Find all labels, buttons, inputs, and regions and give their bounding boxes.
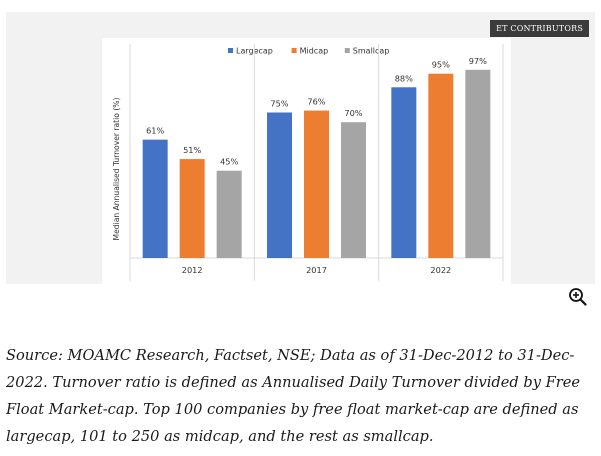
data-label-largecap-2017: 75% [270, 99, 288, 109]
data-label-largecap-2012: 61% [146, 126, 164, 136]
legend-swatch-smallcap [344, 48, 350, 53]
bar-smallcap-2017 [341, 122, 366, 258]
data-label-largecap-2022: 88% [395, 73, 413, 83]
legend-label-smallcap: Smallcap [353, 47, 390, 56]
x-tick-label-2017: 2017 [306, 265, 327, 275]
zoom-button[interactable] [568, 287, 588, 307]
chart-caption: Source: MOAMC Research, Factset, NSE; Da… [6, 347, 580, 445]
data-label-midcap-2017: 76% [307, 97, 325, 107]
et-contributors-badge: ET CONTRIBUTORS [490, 20, 589, 37]
bar-largecap-2017 [267, 112, 292, 258]
x-tick-label-2022: 2022 [430, 265, 451, 275]
legend-swatch-largecap [228, 48, 233, 53]
bar-largecap-2012 [142, 139, 168, 258]
x-tick-label-2012: 2012 [182, 265, 203, 275]
bar-midcap-2012 [179, 159, 205, 258]
data-label-midcap-2012: 51% [183, 145, 201, 155]
bar-largecap-2022 [391, 87, 417, 258]
bar-midcap-2017 [304, 110, 329, 258]
data-label-midcap-2022: 95% [432, 60, 450, 70]
bar-midcap-2022 [428, 73, 454, 258]
y-axis-label: Median Annualised Turnover ratio (%) [112, 98, 121, 241]
bar-smallcap-2012 [216, 170, 242, 258]
data-label-smallcap-2012: 45% [220, 157, 238, 167]
turnover-bar-chart: LargecapMidcapSmallcapMedian Annualised … [112, 44, 504, 281]
chart-card: LargecapMidcapSmallcapMedian Annualised … [102, 38, 511, 284]
zoom-in-icon [569, 288, 587, 306]
data-label-smallcap-2022: 97% [469, 56, 487, 66]
legend-swatch-midcap [291, 48, 297, 53]
figure-panel: LargecapMidcapSmallcapMedian Annualised … [6, 12, 595, 284]
data-label-smallcap-2017: 70% [344, 108, 362, 118]
bar-smallcap-2022 [465, 69, 491, 258]
legend-label-midcap: Midcap [300, 47, 329, 56]
